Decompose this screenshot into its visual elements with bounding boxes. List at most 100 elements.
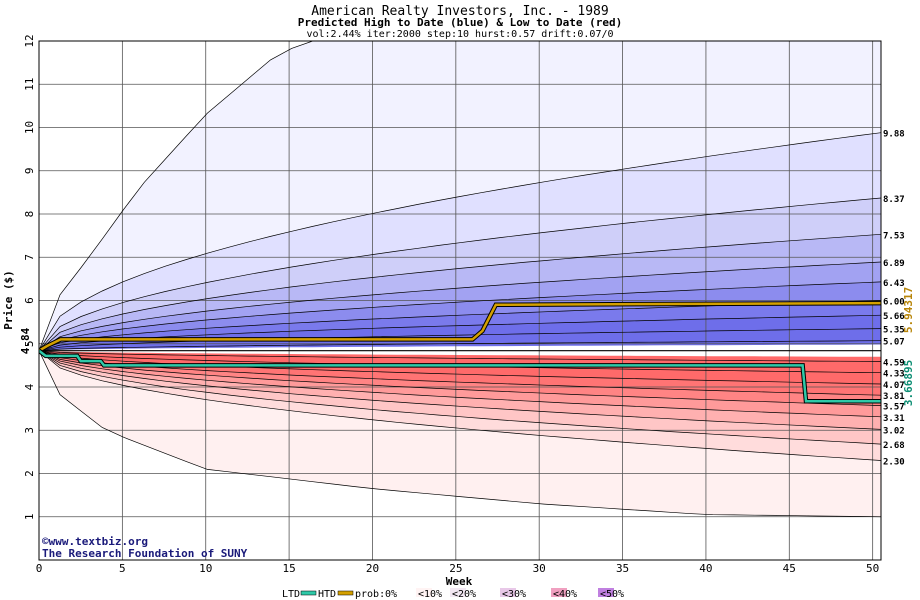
legend-htd-label: HTD — [318, 589, 336, 600]
red-band — [39, 350, 881, 396]
y-tick-label: 6 — [23, 297, 36, 304]
y-tick-label: 4 — [23, 383, 36, 390]
legend-bin-2-label: <20% — [452, 589, 476, 600]
low-quantile-line — [39, 350, 881, 445]
low-quantile-line — [39, 350, 881, 461]
x-tick-label: 40 — [699, 562, 712, 575]
high-quantile-line — [39, 197, 881, 351]
chart-subtitle: Predicted High to Date (blue) & Low to D… — [298, 16, 623, 29]
y-tick-label: 1 — [23, 513, 36, 520]
x-tick-label: 30 — [533, 562, 546, 575]
y-tick-label: 2 — [23, 470, 36, 477]
ltd-final-label: 3.66895 — [902, 360, 915, 406]
legend-bin-4-label: <40% — [553, 589, 577, 600]
blue-band — [39, 315, 881, 351]
plot-content — [39, 41, 881, 560]
low-quantile-line — [39, 350, 881, 406]
y-tick-label: 7 — [23, 254, 36, 261]
low-quantile-label: 3.31 — [883, 414, 905, 424]
y-axis-label: Price ($) — [2, 270, 15, 330]
high-quantile-label: 8.37 — [883, 195, 905, 205]
red-band — [39, 350, 881, 517]
blue-band — [39, 198, 881, 351]
legend-bin-3-swatch — [500, 588, 516, 597]
red-band — [39, 350, 881, 417]
y-tick-label: 11 — [23, 78, 36, 91]
high-quantile-line — [39, 261, 881, 351]
red-band — [39, 350, 881, 430]
x-tick-label: 0 — [36, 562, 43, 575]
watermark-line-1: ©www.textbiz.org — [42, 535, 148, 548]
blue-band — [39, 132, 881, 351]
red-band — [39, 350, 881, 461]
x-tick-label: 10 — [199, 562, 212, 575]
watermark-line-2: The Research Foundation of SUNY — [42, 547, 248, 560]
legend: LTD HTD prob: 0% <10% <20% <30% <40% <50… — [282, 588, 624, 600]
ltd-series-line — [39, 349, 881, 403]
low-quantile-line — [39, 350, 881, 430]
low-quantile-line — [39, 350, 881, 518]
blue-band — [39, 41, 881, 351]
y-tick-label: 5 — [23, 340, 36, 347]
y-tick-label: 12 — [23, 34, 36, 47]
y-tick-label: 10 — [23, 121, 36, 134]
high-quantile-label: 5.35 — [883, 326, 905, 336]
x-tick-label: 15 — [282, 562, 295, 575]
legend-prob-label: prob: — [355, 589, 385, 600]
low-quantile-label: 4.59 — [883, 358, 905, 368]
low-quantile-label: 2.30 — [883, 458, 905, 468]
low-quantile-label: 2.68 — [883, 441, 905, 451]
htd-series-line — [39, 301, 881, 352]
x-tick-label: 25 — [449, 562, 462, 575]
legend-bin-4-swatch — [551, 588, 567, 597]
blue-band — [39, 281, 881, 351]
legend-bin-2-swatch — [450, 588, 466, 597]
low-quantile-label: 4.33 — [883, 370, 905, 380]
low-quantile-label: 3.57 — [883, 403, 905, 413]
legend-ltd-swatch — [300, 590, 317, 596]
low-quantile-label: 3.02 — [883, 426, 905, 436]
x-tick-label: 35 — [616, 562, 629, 575]
legend-htd-swatch — [337, 590, 354, 596]
chart-params: vol:2.44% iter:2000 step:10 hurst:0.57 d… — [306, 29, 613, 40]
low-quantile-line — [39, 350, 881, 418]
low-quantile-label: 4.07 — [883, 381, 905, 391]
high-quantile-label: 6.89 — [883, 259, 905, 269]
legend-bin-5-swatch — [598, 588, 614, 597]
legend-bin-5-label: <50% — [600, 589, 624, 600]
chart-title: American Realty Investors, Inc. - 1989 — [311, 4, 608, 19]
plot-frame — [38, 40, 882, 561]
blue-band — [39, 340, 881, 351]
high-quantile-label: 5.66 — [883, 312, 905, 322]
start-price-label: 4.84 — [19, 327, 32, 354]
high-quantile-line — [39, 314, 881, 352]
high-quantile-line — [39, 281, 881, 352]
x-tick-label: 5 — [119, 562, 126, 575]
legend-bin-3-label: <30% — [502, 589, 526, 600]
low-quantile-line — [39, 350, 881, 396]
high-quantile-line — [39, 340, 881, 352]
legend-ltd-label: LTD — [282, 589, 300, 600]
plot-area: 0 5 10 15 20 25 30 35 40 45 501234567891011129.888… — [23, 34, 905, 575]
x-tick-label: 20 — [366, 562, 379, 575]
low-quantile-label: 3.81 — [883, 392, 905, 402]
blue-band — [39, 262, 881, 351]
low-quantile-line — [39, 350, 881, 362]
blue-band — [39, 234, 881, 351]
legend-bin-0-label: 0% — [385, 589, 397, 600]
high-quantile-label: 7.53 — [883, 231, 905, 241]
high-quantile-line — [39, 132, 881, 351]
x-axis-label: Week — [446, 575, 473, 588]
htd-final-label: 5.94317 — [902, 287, 915, 333]
high-quantile-line — [39, 233, 881, 351]
x-tick-label: 45 — [783, 562, 796, 575]
x-tick-label: 50 — [866, 562, 879, 575]
red-band — [39, 350, 881, 445]
high-quantile-label: 6.00 — [883, 298, 905, 308]
high-quantile-label: 9.88 — [883, 130, 905, 140]
red-band — [39, 350, 881, 406]
high-quantile-label: 6.43 — [883, 279, 905, 289]
y-tick-label: 3 — [23, 427, 36, 434]
high-quantile-line — [39, 41, 881, 351]
